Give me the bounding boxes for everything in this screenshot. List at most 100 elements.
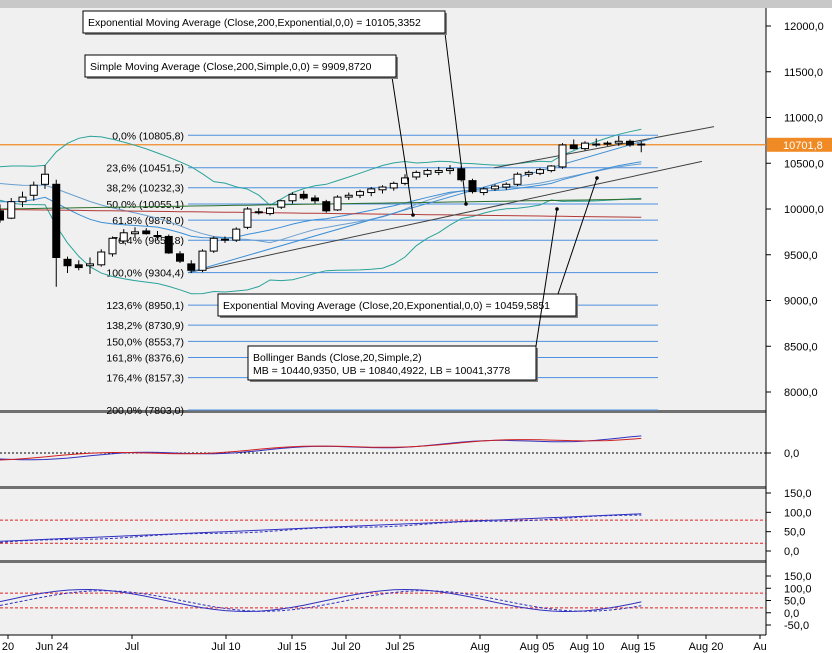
candle-body[interactable]	[266, 207, 274, 215]
fibonacci-level-label: 176,4% (8157,3)	[106, 373, 184, 385]
annotation-box[interactable]	[217, 293, 577, 317]
date-tick-label: 20	[2, 641, 14, 653]
candle-body[interactable]	[221, 238, 229, 241]
fibonacci-level-label: 150,0% (8553,7)	[106, 336, 184, 348]
candle-body[interactable]	[626, 140, 634, 146]
candle-body[interactable]	[333, 196, 342, 211]
date-tick-label: Aug 05	[520, 641, 555, 653]
annotation-box[interactable]	[247, 345, 537, 381]
candle-body[interactable]	[558, 144, 567, 168]
candle-body[interactable]	[344, 194, 353, 198]
candle-body[interactable]	[243, 208, 252, 228]
candle-body[interactable]	[52, 183, 61, 258]
candle-body[interactable]	[603, 142, 612, 145]
candle-body[interactable]	[524, 171, 533, 175]
candle-body[interactable]	[7, 201, 16, 219]
candle-body[interactable]	[0, 210, 4, 221]
panel-separator[interactable]	[0, 486, 832, 489]
candle-body[interactable]	[491, 185, 499, 190]
candle-body[interactable]	[457, 168, 466, 181]
candle-body[interactable]	[74, 264, 83, 269]
panel-separator[interactable]	[0, 560, 832, 563]
fibonacci-level-label: 50,0% (10055,1)	[106, 199, 184, 211]
date-tick-label: Aug 10	[570, 641, 605, 653]
candle-body[interactable]	[356, 191, 364, 196]
candle-body[interactable]	[288, 193, 297, 202]
panel-separator[interactable]	[0, 410, 832, 413]
candle-body[interactable]	[153, 235, 162, 238]
candle-body[interactable]	[592, 143, 601, 146]
candle-body[interactable]	[209, 237, 218, 252]
price-axis[interactable]	[766, 8, 832, 635]
candle-body[interactable]	[311, 197, 319, 202]
date-tick-label: Jul 25	[385, 641, 414, 653]
candle-body[interactable]	[536, 169, 544, 174]
candle-body[interactable]	[401, 177, 409, 184]
candle-body[interactable]	[434, 170, 443, 173]
candle-body[interactable]	[63, 258, 72, 267]
last-price-label: 10701,8	[783, 140, 823, 152]
annotation-box[interactable]	[84, 54, 397, 78]
candle-body[interactable]	[119, 232, 128, 242]
fibonacci-level-label: 38,2% (10232,3)	[106, 183, 184, 195]
osc3-tick-label: 50,0	[784, 596, 805, 608]
candle-body[interactable]	[86, 263, 94, 267]
candle-body[interactable]	[232, 228, 241, 241]
osc1-line-2	[0, 437, 642, 461]
annotation-box[interactable]	[82, 10, 446, 34]
candle-body[interactable]	[277, 200, 286, 208]
annotation-pointer	[557, 177, 598, 295]
trendline-fit[interactable]	[187, 137, 656, 274]
last-price-marker	[767, 137, 832, 152]
candle-body[interactable]	[164, 235, 173, 254]
candle-body[interactable]	[446, 168, 454, 172]
osc2-tick-label: 0,0	[784, 546, 799, 558]
candle-body[interactable]	[378, 186, 387, 191]
trendline-lower[interactable]	[187, 160, 703, 274]
bollinger-lower-band	[0, 197, 642, 295]
trendline-upper[interactable]	[493, 126, 715, 169]
candle-body[interactable]	[468, 180, 477, 193]
candle-body[interactable]	[142, 230, 151, 235]
candle-body[interactable]	[187, 263, 196, 271]
candle-body[interactable]	[614, 140, 623, 144]
candle-body[interactable]	[637, 143, 646, 146]
fibonacci-level-label: 23,6% (10451,5)	[106, 163, 184, 175]
candle-body[interactable]	[513, 173, 522, 185]
candle-body[interactable]	[322, 201, 331, 212]
candle-body[interactable]	[412, 171, 421, 178]
date-axis[interactable]	[0, 635, 832, 653]
candle-body[interactable]	[41, 173, 49, 185]
osc2-tick-label: 150,0	[784, 488, 812, 500]
candle-body[interactable]	[502, 183, 511, 188]
osc3-tick-label: 0,0	[784, 608, 799, 620]
candle-body[interactable]	[97, 251, 106, 266]
candle-body[interactable]	[18, 196, 27, 203]
candle-body[interactable]	[254, 211, 263, 214]
candle-body[interactable]	[299, 193, 308, 199]
candle-body[interactable]	[367, 188, 376, 194]
candle-body[interactable]	[479, 188, 488, 194]
candle-body[interactable]	[176, 253, 184, 262]
oscillator-panel-3[interactable]	[0, 563, 766, 635]
oscillator-panel-1[interactable]	[0, 413, 766, 486]
candle-body[interactable]	[423, 170, 432, 175]
annotation-text: Exponential Moving Average (Close,20,Exp…	[223, 300, 550, 312]
candle-body[interactable]	[581, 142, 589, 150]
candle-body[interactable]	[198, 250, 207, 271]
candle-body[interactable]	[29, 184, 38, 196]
annotation-pointer	[444, 32, 467, 205]
bollinger-middle-band	[0, 163, 642, 244]
ema20-line	[0, 161, 642, 239]
annotation-pointer	[535, 208, 558, 347]
candle-body[interactable]	[547, 165, 556, 172]
date-tick-label: Jul 20	[331, 641, 360, 653]
candle-body[interactable]	[389, 182, 398, 189]
date-tick-label: Jul	[125, 641, 139, 653]
price-tick-label: 12000,0	[784, 21, 824, 33]
fibonacci-level-label: 100,0% (9304,4)	[106, 268, 184, 280]
candle-body[interactable]	[569, 144, 578, 150]
candle-body[interactable]	[108, 237, 117, 255]
candle-body[interactable]	[131, 231, 139, 235]
